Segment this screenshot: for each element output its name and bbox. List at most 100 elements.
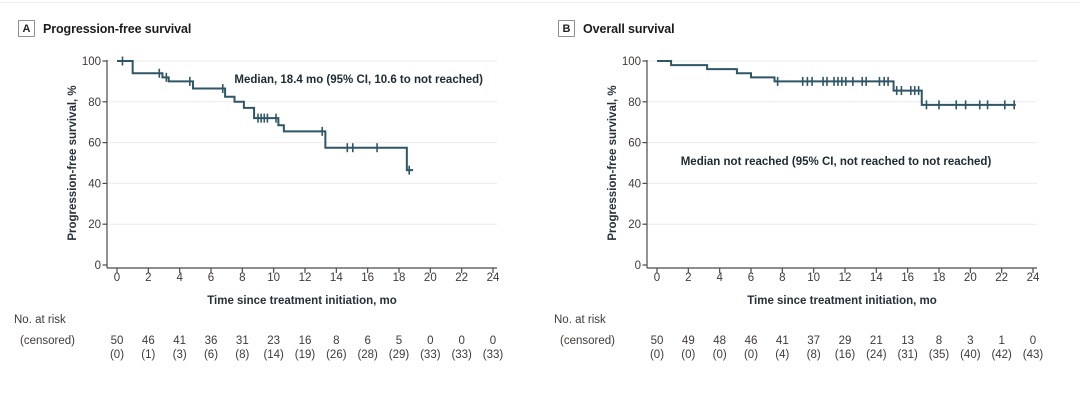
x-tick-label: 8 [239, 272, 245, 284]
y-tick-label: 0 [635, 260, 641, 272]
at-risk-value: 31 [236, 335, 249, 347]
km-step-curve [117, 60, 414, 172]
at-risk-censored-value: (6) [204, 349, 218, 361]
x-tick-label: 2 [145, 272, 151, 284]
x-tick-label: 4 [716, 272, 723, 284]
at-risk-value: 0 [427, 335, 433, 347]
at-risk-censored-value: (0) [713, 349, 727, 361]
y-tick-label: 0 [95, 260, 101, 272]
median-annotation: Median not reached (95% CI, not reached … [681, 156, 992, 168]
x-tick-label: 20 [424, 272, 437, 284]
y-axis-title: Progression-free survival, % [607, 85, 619, 240]
at-risk-value: 50 [111, 335, 124, 347]
y-tick-label: 80 [628, 97, 641, 109]
at-risk-censored-value: (4) [775, 349, 789, 361]
at-risk-censored-value: (33) [483, 349, 504, 361]
censored-label: (censored) [20, 335, 75, 347]
at-risk-censored-value: (0) [681, 349, 695, 361]
at-risk-value: 41 [776, 335, 789, 347]
x-tick-label: 20 [964, 272, 977, 284]
at-risk-censored-value: (0) [110, 349, 124, 361]
x-tick-label: 4 [176, 272, 183, 284]
panel-b-header: B Overall survival [558, 20, 675, 37]
x-tick-label: 6 [748, 272, 754, 284]
at-risk-censored-value: (33) [451, 349, 472, 361]
x-tick-label: 18 [393, 272, 406, 284]
at-risk-censored-value: (19) [295, 349, 316, 361]
at-risk-censored-value: (31) [897, 349, 918, 361]
at-risk-value: 41 [173, 335, 186, 347]
at-risk-value: 13 [901, 335, 914, 347]
at-risk-censored-value: (8) [807, 349, 821, 361]
x-tick-label: 10 [267, 272, 280, 284]
panel-b-title: Overall survival [583, 21, 675, 36]
panel-progression-free-survival: A Progression-free survival 0 20 40 60 80 100… [14, 20, 504, 361]
at-risk-value: 5 [396, 335, 402, 347]
at-risk-value: 46 [142, 335, 155, 347]
no-at-risk-label: No. at risk [554, 314, 606, 326]
figure-top-rule [0, 2, 1080, 3]
x-tick-label: 14 [330, 272, 343, 284]
x-tick-label: 18 [933, 272, 946, 284]
at-risk-censored-value: (43) [1023, 349, 1044, 361]
at-risk-censored-value: (0) [650, 349, 664, 361]
x-axis-title: Time since treatment initiation, mo [747, 295, 937, 307]
x-tick-label: 24 [487, 272, 500, 284]
y-tick-label: 80 [88, 97, 101, 109]
censored-label: (censored) [560, 335, 615, 347]
y-tick-label: 40 [88, 178, 101, 190]
x-tick-label: 0 [654, 272, 660, 284]
x-tick-label: 10 [807, 272, 820, 284]
at-risk-censored-value: (40) [960, 349, 981, 361]
at-risk-censored-value: (42) [991, 349, 1012, 361]
panel-a-header: A Progression-free survival [18, 20, 191, 37]
x-tick-label: 8 [779, 272, 785, 284]
at-risk-value: 29 [839, 335, 852, 347]
at-risk-censored-value: (35) [929, 349, 950, 361]
panel-b-letter-box: B [558, 20, 575, 37]
at-risk-value: 8 [936, 335, 942, 347]
at-risk-value: 8 [333, 335, 339, 347]
no-at-risk-label: No. at risk [14, 314, 66, 326]
at-risk-censored-value: (16) [835, 349, 856, 361]
at-risk-censored-value: (3) [173, 349, 187, 361]
at-risk-censored-value: (33) [420, 349, 441, 361]
at-risk-censored-value: (8) [235, 349, 249, 361]
median-annotation: Median, 18.4 mo (95% CI, 10.6 to not rea… [234, 74, 483, 86]
x-tick-label: 22 [995, 272, 1008, 284]
y-tick-label: 60 [628, 138, 641, 150]
at-risk-value: 0 [1030, 335, 1036, 347]
at-risk-censored-value: (0) [744, 349, 758, 361]
km-step-curve [657, 60, 1016, 106]
panel-a-letter-box: A [18, 20, 35, 37]
y-tick-label: 100 [622, 56, 641, 68]
x-tick-label: 16 [901, 272, 914, 284]
at-risk-value: 48 [713, 335, 726, 347]
x-tick-label: 16 [361, 272, 374, 284]
y-tick-label: 20 [628, 219, 641, 231]
at-risk-censored-value: (28) [357, 349, 378, 361]
y-tick-label: 100 [82, 56, 101, 68]
at-risk-value: 21 [870, 335, 883, 347]
panel-overall-survival: B Overall survival 0 20 40 60 80 100 0 2 4 6 8 10 12… [540, 0, 1080, 400]
at-risk-value: 37 [807, 335, 820, 347]
x-tick-label: 0 [114, 272, 120, 284]
at-risk-value: 23 [267, 335, 280, 347]
x-tick-label: 22 [455, 272, 468, 284]
at-risk-value: 49 [682, 335, 695, 347]
at-risk-censored-value: (24) [866, 349, 887, 361]
y-tick-label: 60 [88, 138, 101, 150]
panel-a-title: Progression-free survival [43, 21, 192, 36]
x-axis-title: Time since treatment initiation, mo [207, 295, 397, 307]
at-risk-value: 6 [364, 335, 370, 347]
at-risk-value: 36 [205, 335, 218, 347]
at-risk-value: 0 [490, 335, 496, 347]
y-tick-label: 20 [88, 219, 101, 231]
y-axis-title: Progression-free survival, % [67, 85, 79, 240]
x-tick-label: 12 [299, 272, 312, 284]
x-tick-label: 24 [1027, 272, 1040, 284]
at-risk-value: 16 [299, 335, 312, 347]
at-risk-value: 1 [998, 335, 1004, 347]
